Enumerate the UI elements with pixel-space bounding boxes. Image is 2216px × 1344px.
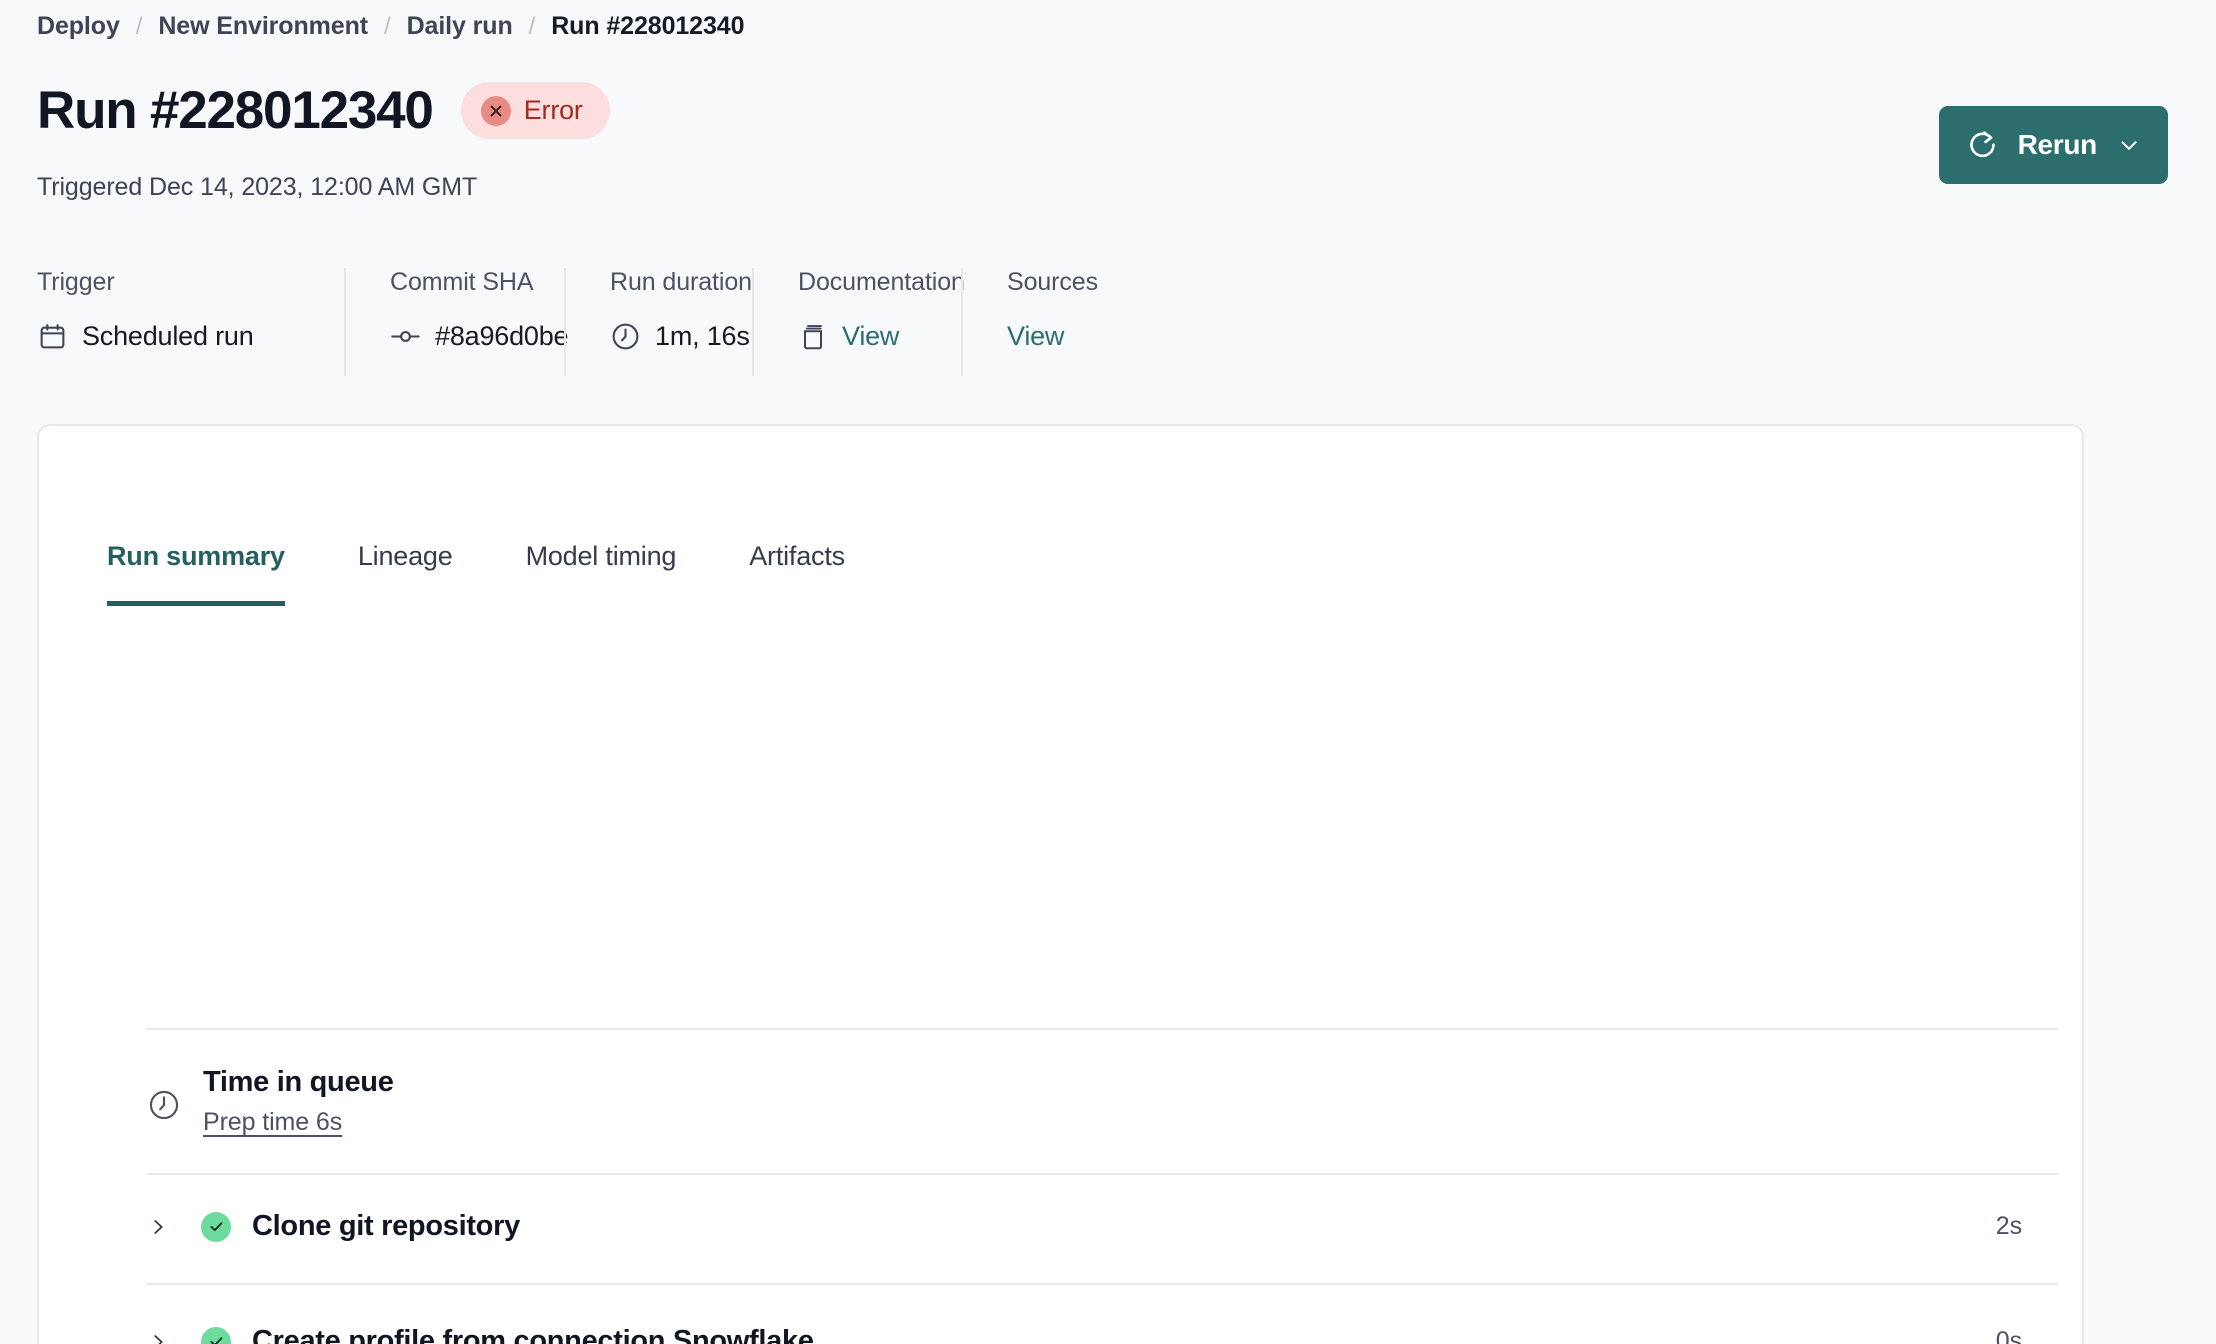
breadcrumb-item-1[interactable]: New Environment: [158, 12, 368, 40]
tab-run-summary[interactable]: Run summary: [107, 541, 285, 606]
meta-label: Commit SHA: [390, 268, 534, 296]
meta-cell-run-duration: Run duration 1m, 16s: [564, 268, 752, 376]
meta-value: Scheduled run: [37, 321, 300, 352]
meta-value-link[interactable]: View: [1007, 321, 1098, 352]
step-label-text: Create profile from connection Snowflake: [252, 1325, 814, 1344]
tab-model-timing[interactable]: Model timing: [526, 541, 677, 606]
tab-bar: Run summary Lineage Model timing Artifacts: [107, 541, 918, 606]
step-label: Create profile from connection Snowflake: [252, 1325, 814, 1344]
breadcrumb-item-0[interactable]: Deploy: [37, 12, 120, 40]
meta-value-text: View: [842, 321, 900, 351]
rerun-button[interactable]: Rerun: [1938, 106, 2168, 184]
step-label-text: Clone git repository: [252, 1210, 520, 1242]
step-row[interactable]: Clone git repository 2s: [147, 1170, 2058, 1285]
success-check-icon: [201, 1326, 231, 1344]
breadcrumb-separator: /: [383, 12, 391, 40]
chevron-down-icon[interactable]: [2116, 132, 2142, 158]
tab-bar-rule: [147, 1028, 2058, 1030]
step-row[interactable]: Create profile from connection Snowflake…: [147, 1285, 2058, 1344]
run-meta-strip: Trigger Scheduled run Commit SHA #8a96d0be R…: [37, 268, 1098, 376]
meta-cell-documentation: Documentation View: [752, 268, 965, 376]
meta-value-text: #8a96d0be: [435, 321, 569, 351]
tab-artifacts[interactable]: Artifacts: [749, 541, 845, 606]
meta-value-link[interactable]: View: [798, 321, 917, 352]
meta-value: #8a96d0be: [390, 321, 569, 352]
error-x-icon: [480, 95, 511, 126]
meta-value-text: View: [1007, 321, 1065, 351]
meta-label: Run duration: [610, 268, 752, 296]
meta-cell-trigger: Trigger Scheduled run: [37, 268, 344, 376]
chevron-right-icon[interactable]: [147, 1331, 201, 1344]
meta-cell-commit-sha: Commit SHA #8a96d0be: [344, 268, 569, 376]
run-steps-list: Clone git repository 2s Create profile fro…: [147, 1170, 2058, 1344]
prep-time-link[interactable]: Prep time 6s: [203, 1108, 343, 1136]
calendar-icon: [37, 321, 68, 352]
time-in-queue-title: Time in queue: [203, 1066, 394, 1098]
step-duration: 0s: [1995, 1327, 2022, 1344]
refresh-icon: [1966, 129, 1999, 162]
meta-cell-sources: Sources View: [961, 268, 1098, 376]
meta-value-text: Scheduled run: [82, 321, 254, 351]
success-check-icon: [201, 1211, 231, 1242]
time-in-queue-row: Time in queue Prep time 6s: [147, 1066, 2058, 1175]
book-icon: [798, 322, 828, 352]
meta-value: 1m, 16s: [610, 321, 750, 352]
breadcrumb-separator: /: [528, 12, 536, 40]
breadcrumb-separator: /: [135, 12, 143, 40]
page-title: Run #228012340: [37, 81, 434, 140]
clock-icon: [610, 321, 641, 352]
status-badge: Error: [460, 82, 610, 139]
breadcrumb-item-2[interactable]: Daily run: [406, 12, 513, 40]
commit-icon: [390, 321, 421, 352]
breadcrumb: Deploy / New Environment / Daily run / Run #22…: [37, 12, 745, 41]
rerun-button-label: Rerun: [2017, 129, 2098, 160]
meta-label: Documentation: [798, 268, 965, 296]
step-duration: 2s: [1995, 1212, 2022, 1240]
step-label: Clone git repository: [252, 1210, 520, 1243]
run-triggered-timestamp: Triggered Dec 14, 2023, 12:00 AM GMT: [37, 173, 478, 201]
clock-icon: [147, 1066, 203, 1122]
breadcrumb-item-3: Run #228012340: [551, 12, 745, 40]
meta-label: Trigger: [37, 268, 115, 296]
meta-label: Sources: [1007, 268, 1099, 296]
run-detail-card: Run summary Lineage Model timing Artifacts …: [37, 424, 2084, 1344]
meta-value-text: 1m, 16s: [655, 321, 750, 351]
chevron-right-icon[interactable]: [147, 1216, 201, 1238]
status-badge-label: Error: [523, 95, 583, 125]
title-row: Run #228012340 Error: [37, 82, 610, 139]
tab-lineage[interactable]: Lineage: [358, 541, 453, 606]
